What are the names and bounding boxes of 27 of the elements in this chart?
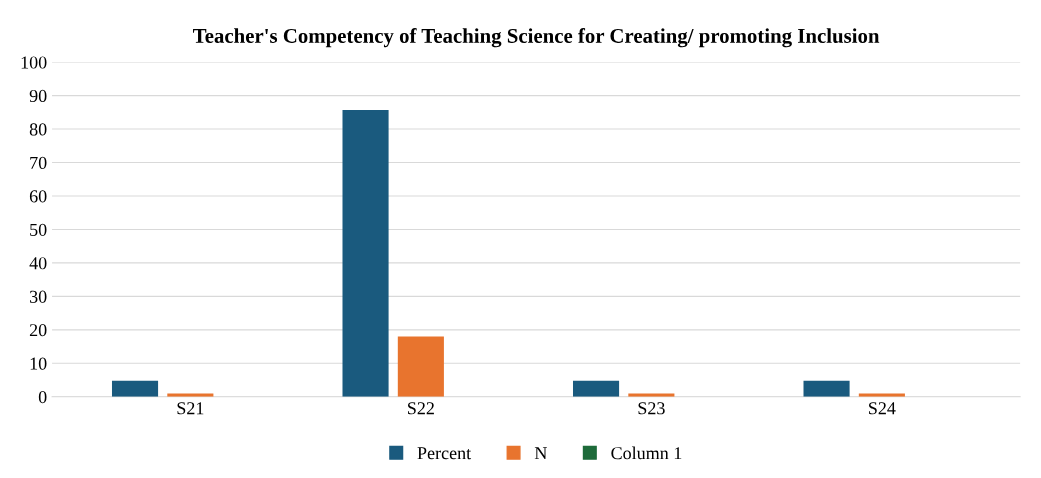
bar xyxy=(167,393,214,397)
bar xyxy=(858,393,905,397)
bar xyxy=(342,109,389,397)
y-tick-label: 60 xyxy=(29,190,47,203)
y-tick-label: 90 xyxy=(29,89,47,103)
legend-label: Column 1 xyxy=(611,446,682,460)
bar xyxy=(803,380,850,397)
x-tick-label: S21 xyxy=(177,402,204,415)
x-tick-label: S22 xyxy=(408,402,434,415)
x-tick-label: S23 xyxy=(638,402,665,415)
y-tick-label: 40 xyxy=(29,257,47,270)
legend-label: N xyxy=(534,447,547,460)
bar xyxy=(628,393,675,397)
legend-label: Percent xyxy=(417,447,472,460)
bar xyxy=(573,380,620,397)
bar xyxy=(111,380,159,397)
bar xyxy=(397,336,444,397)
y-tick-label: 0 xyxy=(38,391,47,404)
y-tick-label: 10 xyxy=(30,357,47,370)
chart-title: Teacher's Competency of Teaching Science for Creating/ promoting Inclusion xyxy=(193,28,880,48)
x-tick-label: S24 xyxy=(869,402,896,415)
y-tick-label: 30 xyxy=(30,290,47,303)
y-tick-label: 20 xyxy=(29,324,47,337)
y-tick-label: 80 xyxy=(29,123,47,136)
y-tick-label: 100 xyxy=(21,56,47,69)
y-tick-label: 50 xyxy=(30,223,47,236)
y-tick-label: 70 xyxy=(30,156,47,169)
